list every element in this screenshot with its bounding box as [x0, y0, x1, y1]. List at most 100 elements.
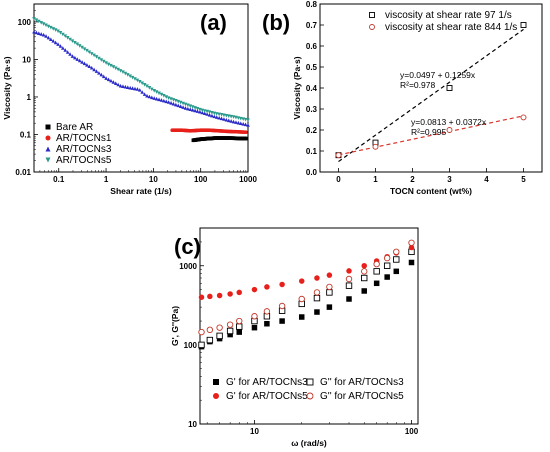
- panel-c-point: [227, 291, 233, 297]
- panel-c-point: [373, 280, 380, 287]
- panel-b-ytick-label: 0.4: [306, 84, 318, 93]
- panel-a-point: [193, 108, 197, 113]
- panel-a-point: [118, 83, 123, 88]
- panel-a-point: [116, 82, 120, 87]
- panel-a-point: [53, 40, 58, 45]
- panel-c-ytick-label: 100: [184, 341, 198, 350]
- panel-c-point: [383, 262, 391, 269]
- panel-a-point: [202, 111, 207, 116]
- panel-c-point: [408, 239, 415, 247]
- panel-a-series: [32, 29, 250, 127]
- panel-a-point: [77, 58, 82, 63]
- panel-c-point: [393, 248, 400, 256]
- panel-c-point: [373, 260, 380, 268]
- panel-a-point: [181, 105, 185, 109]
- panel-a-point: [87, 64, 92, 69]
- panel-a-legend-marker: [45, 135, 51, 141]
- panel-b-point: [446, 85, 453, 91]
- panel-b-label: (b): [262, 10, 290, 35]
- panel-a-point: [183, 106, 188, 110]
- panel-a-point: [135, 87, 140, 91]
- panel-c-point: [236, 323, 243, 330]
- panel-a-point: [224, 117, 229, 122]
- panel-c-ylabel: G', G''(Pa): [170, 306, 180, 346]
- panel-c-frame: [199, 227, 419, 425]
- panel-a-point: [200, 110, 205, 115]
- panel-c-point: [207, 293, 213, 300]
- panel-a-point: [128, 74, 132, 79]
- panel-a-point: [236, 120, 241, 125]
- panel-a-point: [106, 62, 111, 67]
- panel-a-point: [68, 37, 72, 42]
- panel-c-point: [361, 274, 368, 282]
- panel-a-point: [244, 130, 248, 134]
- panel-c-point: [236, 317, 243, 325]
- panel-a-frame: [33, 3, 249, 173]
- panel-c-point: [326, 304, 333, 310]
- panel-a-series: [32, 17, 250, 123]
- panel-a-point: [101, 74, 106, 79]
- panel-a-legend-label: Bare AR: [56, 122, 93, 133]
- panel-a-point: [97, 71, 101, 75]
- panel-a-point: [75, 42, 80, 47]
- panel-a-point: [171, 101, 176, 106]
- panel-b-xtick-label: 5: [521, 175, 526, 184]
- panel-a-point: [37, 19, 41, 24]
- panel-c-point: [216, 332, 223, 340]
- panel-a-point: [80, 60, 84, 64]
- panel-a-point: [137, 80, 142, 84]
- panel-c-point: [346, 296, 352, 302]
- panel-a-xlabel: Shear rate (1/s): [110, 186, 172, 196]
- panel-b-ytick-label: 0.1: [306, 147, 318, 156]
- panel-a-point: [169, 101, 173, 105]
- panel-a-point: [147, 94, 152, 99]
- panel-b-xtick-label: 1: [373, 175, 378, 184]
- panel-c-legend-label: G' for AR/TOCNs3: [226, 377, 308, 388]
- panel-a-label: (a): [200, 10, 227, 35]
- panel-c-legend-label: G'' for AR/TOCNs5: [320, 391, 404, 402]
- panel-c-point: [227, 331, 233, 338]
- panel-a-point: [178, 104, 183, 109]
- panel-a-point: [44, 34, 48, 38]
- panel-a-point: [63, 34, 68, 38]
- panel-a-point: [73, 40, 77, 45]
- panel-a-point: [128, 85, 132, 90]
- panel-b-ytick-label: 0.7: [306, 21, 318, 30]
- panel-a-point: [121, 84, 125, 89]
- panel-c-point: [206, 336, 214, 344]
- panel-a-point: [111, 80, 116, 84]
- panel-b-fit-equation: y=0.0813 + 0.0372x: [411, 117, 487, 127]
- panel-a-ytick-label: 1: [27, 93, 32, 102]
- panel-a-point: [186, 106, 190, 111]
- panel-c-point: [298, 295, 305, 303]
- panel-a-point: [217, 115, 221, 120]
- panel-b-point: [446, 127, 453, 133]
- panel-a-point: [121, 70, 125, 75]
- panel-c-point: [408, 259, 415, 266]
- panel-a-point: [234, 120, 238, 124]
- panel-a-point: [92, 67, 96, 72]
- panel-a-series: [170, 128, 248, 134]
- panel-c-legend-label: G' for AR/TOCNs5: [226, 391, 308, 402]
- panel-a-point: [135, 78, 140, 83]
- panel-a-point: [70, 54, 75, 58]
- panel-b-ylabel: Viscosity (Pa·s): [292, 56, 302, 119]
- panel-a-point: [174, 102, 178, 107]
- panel-c-ytick-label: 10: [188, 420, 197, 429]
- panel-a-point: [231, 119, 236, 124]
- panel-a-point: [226, 118, 231, 123]
- panel-c-point: [346, 268, 352, 274]
- panel-c-point: [373, 268, 380, 275]
- panel-a-point: [154, 96, 159, 101]
- panel-a-point: [243, 122, 248, 127]
- panel-c-point: [236, 289, 242, 296]
- panel-a-point: [152, 96, 157, 100]
- panel-c-legend-label: G'' for AR/TOCNs3: [320, 377, 404, 388]
- panel-b-ytick-label: 0.2: [306, 126, 318, 135]
- panel-a-point: [65, 36, 70, 40]
- panel-b-fit-r2: R²=0.978: [400, 80, 435, 90]
- panel-a-point: [214, 115, 219, 119]
- panel-a-point: [241, 121, 245, 126]
- panel-a-point: [37, 31, 41, 35]
- panel-a-point: [130, 75, 135, 80]
